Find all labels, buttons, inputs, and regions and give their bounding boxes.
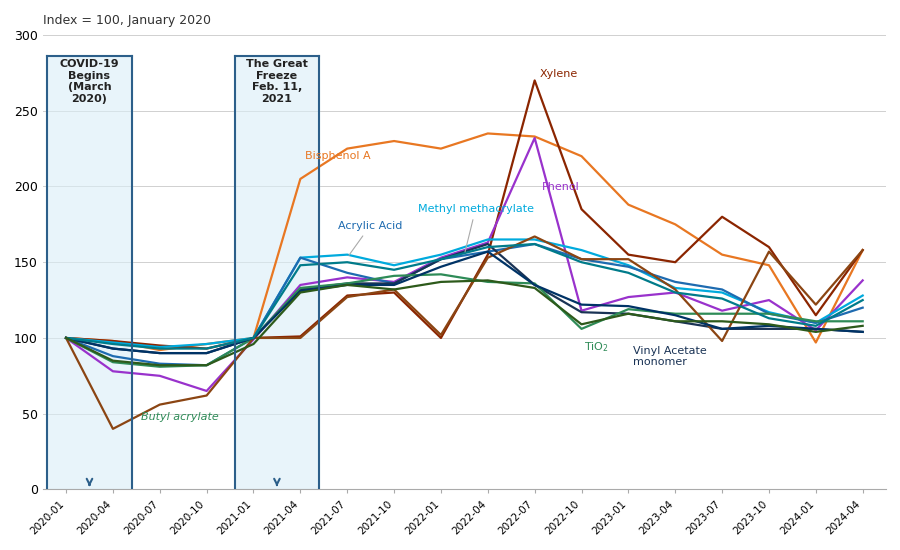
Text: COVID-19
Begins
(March
2020): COVID-19 Begins (March 2020) xyxy=(59,59,120,104)
Text: Bisphenol A: Bisphenol A xyxy=(305,151,371,161)
Text: Vinyl Acetate
monomer: Vinyl Acetate monomer xyxy=(633,345,706,367)
Bar xyxy=(235,56,320,490)
Bar xyxy=(48,56,131,490)
Text: Butyl acrylate: Butyl acrylate xyxy=(141,412,219,422)
Text: TiO$_2$: TiO$_2$ xyxy=(584,340,608,354)
Text: Phenol: Phenol xyxy=(542,182,580,191)
Text: Index = 100, January 2020: Index = 100, January 2020 xyxy=(42,14,211,27)
Text: The Great
Freeze
Feb. 11,
2021: The Great Freeze Feb. 11, 2021 xyxy=(246,59,308,104)
Text: Acrylic Acid: Acrylic Acid xyxy=(338,221,402,255)
Text: Xylene: Xylene xyxy=(539,69,578,79)
Text: Methyl methacrylate: Methyl methacrylate xyxy=(418,204,534,252)
